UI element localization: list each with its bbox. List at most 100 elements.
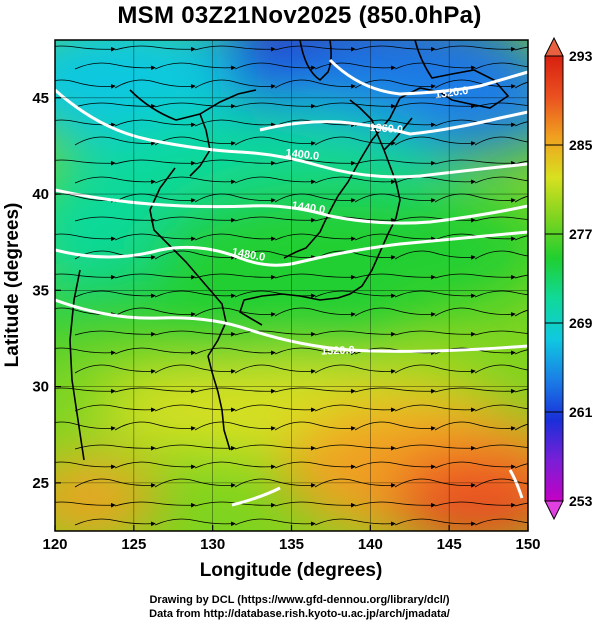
streamline — [194, 119, 276, 128]
streamline — [274, 79, 356, 89]
streamline — [354, 45, 436, 52]
streamline — [434, 45, 516, 52]
streamline — [274, 307, 356, 317]
streamline — [114, 45, 196, 52]
streamline — [74, 102, 156, 109]
streamline — [194, 347, 276, 356]
streamline — [314, 136, 396, 146]
streamline — [55, 421, 116, 431]
x-tick-label: 120 — [42, 536, 67, 553]
streamline — [194, 307, 276, 317]
streamline — [114, 347, 196, 356]
y-tick-label: 30 — [32, 379, 49, 396]
streamline — [154, 404, 236, 413]
streamline — [514, 121, 528, 127]
streamline — [114, 193, 196, 203]
streamline — [314, 404, 396, 413]
streamline — [354, 421, 436, 431]
temperature-field — [55, 40, 528, 531]
streamline — [154, 216, 236, 223]
streamline — [114, 273, 196, 280]
streamline — [74, 444, 156, 451]
streamline — [234, 364, 316, 374]
streamline — [55, 193, 116, 203]
colorbar-tick-label: 269 — [569, 315, 593, 331]
streamline — [74, 216, 156, 223]
x-tick-label: 125 — [121, 536, 146, 553]
y-tick-label: 45 — [32, 90, 49, 107]
streamline — [514, 463, 528, 469]
streamline — [314, 250, 396, 260]
x-tick-label: 140 — [358, 536, 383, 553]
streamline — [55, 461, 116, 470]
streamline — [234, 250, 316, 260]
streamline — [474, 444, 528, 450]
streamline — [274, 233, 356, 242]
contour-1520c — [508, 469, 524, 499]
streamline — [154, 250, 236, 260]
streamline — [114, 159, 196, 166]
streamline — [114, 79, 196, 89]
streamline — [314, 478, 396, 488]
coastlines — [69, 40, 510, 461]
contour-label-1440: 1440.0 — [291, 200, 326, 217]
streamline — [354, 387, 436, 394]
streamline — [514, 46, 528, 51]
streamline — [154, 444, 236, 451]
credit-data: Data from http://database.rish.kyoto-u.a… — [149, 608, 450, 620]
streamline — [194, 387, 276, 394]
x-axis-label: Longitude (degrees) — [200, 560, 383, 581]
streamline — [74, 176, 156, 185]
streamline — [314, 444, 396, 451]
streamline — [474, 176, 528, 184]
streamline — [194, 421, 276, 431]
streamline — [514, 502, 528, 507]
wind-streamlines — [55, 45, 528, 527]
streamline — [234, 404, 316, 413]
streamline — [55, 273, 116, 280]
streamline — [274, 193, 356, 203]
streamline — [474, 102, 528, 108]
streamline — [274, 347, 356, 356]
streamline — [434, 193, 516, 203]
streamline — [394, 102, 476, 109]
streamline — [194, 79, 276, 89]
streamline — [234, 102, 316, 109]
streamline — [514, 235, 528, 241]
streamline — [514, 81, 528, 89]
streamline — [434, 307, 516, 317]
streamline — [154, 478, 236, 488]
streamline — [394, 62, 476, 71]
colorbar-tick-label: 253 — [569, 493, 593, 509]
streamline — [74, 62, 156, 71]
streamline — [154, 290, 236, 299]
streamline — [474, 62, 528, 70]
streamline — [74, 364, 156, 374]
streamline — [354, 273, 436, 280]
streamline — [354, 501, 436, 508]
streamline — [274, 159, 356, 166]
contour-labels: 1320.0 1360.0 1400.0 1440.0 1480.0 1520.… — [231, 85, 469, 358]
streamline — [194, 273, 276, 280]
streamline — [154, 330, 236, 337]
streamline — [394, 176, 476, 185]
streamline — [154, 136, 236, 146]
streamline — [74, 478, 156, 488]
streamline — [55, 159, 116, 166]
contour-label-1320: 1320.0 — [434, 85, 469, 102]
streamline — [114, 307, 196, 317]
contour-label-1400: 1400.0 — [285, 147, 320, 162]
streamline — [354, 193, 436, 203]
streamline — [234, 330, 316, 337]
streamline — [234, 176, 316, 185]
streamline — [314, 290, 396, 299]
colorbar-tick-label: 261 — [569, 404, 593, 420]
streamline — [114, 387, 196, 394]
streamline — [394, 250, 476, 260]
x-tick-label: 135 — [279, 536, 304, 553]
streamline — [154, 364, 236, 374]
streamline — [514, 195, 528, 203]
streamline — [434, 273, 516, 280]
streamline — [74, 404, 156, 413]
streamline — [154, 102, 236, 109]
